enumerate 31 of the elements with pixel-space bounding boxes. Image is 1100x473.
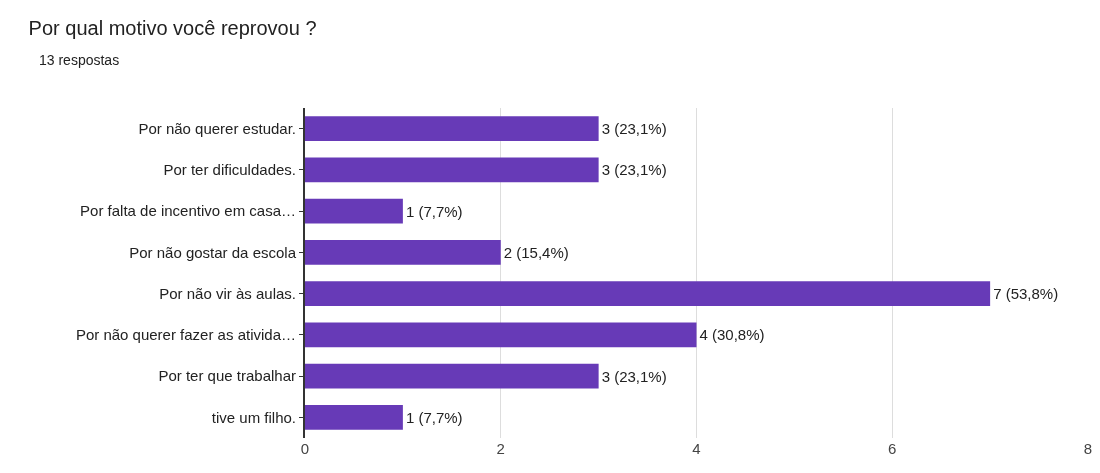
x-tick-label: 4: [692, 440, 701, 457]
y-tick-label: Por ter dificuldades.: [163, 161, 296, 179]
y-tick-label: Por não querer fazer as ativida…: [75, 326, 296, 344]
x-tick-label: 6: [888, 440, 897, 457]
bar: [305, 405, 403, 430]
y-tick-label: Por falta de incentivo em casa…: [80, 202, 296, 220]
y-tick-label: tive um filho.: [211, 408, 296, 426]
bar: [305, 240, 501, 265]
data-label: 3 (23,1%): [601, 120, 667, 138]
y-tick-label: Por não gostar da escola: [129, 243, 297, 261]
data-label: 7 (53,8%): [993, 285, 1059, 303]
chart-title: Por qual motivo você reprovou ?: [28, 17, 317, 40]
text: 13 respostas: [39, 52, 120, 68]
bar: [305, 157, 599, 183]
x-tick-label: 0: [300, 440, 310, 457]
x-tick-label: 2: [496, 440, 505, 457]
y-tick-label: Por ter que trabalhar: [158, 367, 296, 385]
bar: [305, 322, 697, 348]
data-label: 3 (23,1%): [601, 367, 667, 385]
data-label: 3 (23,1%): [601, 161, 667, 179]
y-tick-label: Por não querer estudar.: [138, 119, 296, 137]
bar: [305, 363, 599, 389]
y-tick-label: Por não vir às aulas.: [159, 284, 296, 302]
data-label: 4 (30,8%): [699, 326, 765, 344]
data-label: 2 (15,4%): [503, 243, 569, 261]
bar: [305, 198, 403, 224]
bar: [305, 116, 599, 141]
data-label: 1 (7,7%): [405, 202, 463, 220]
data-label: 1 (7,7%): [405, 408, 463, 426]
bar: [305, 281, 991, 306]
x-tick-label: 8: [1083, 440, 1093, 457]
